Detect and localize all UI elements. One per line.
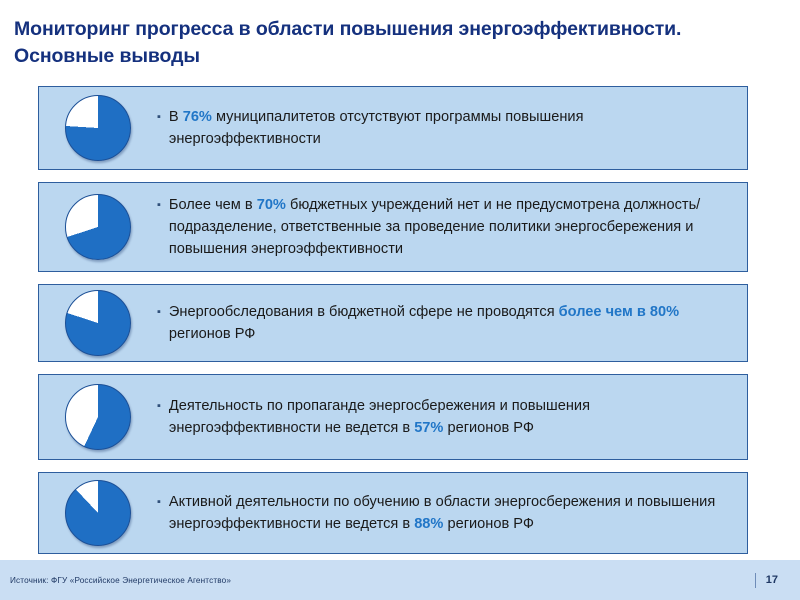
bullet-square-icon: ▪ bbox=[157, 306, 161, 318]
finding-row: ▪ В 76% муниципалитетов отсутствуют прогр… bbox=[38, 86, 748, 170]
highlight-percent: более чем в 80% bbox=[558, 304, 680, 320]
highlight-percent: 88% bbox=[414, 516, 444, 532]
finding-text: Деятельность по пропаганде энергосбереже… bbox=[169, 395, 733, 439]
bullet-item: ▪ Более чем в 70% бюджетных учреждений не… bbox=[157, 194, 733, 260]
highlight-percent: 57% bbox=[414, 420, 444, 436]
text-fragment: В bbox=[168, 109, 183, 125]
bullet-square-icon: ▪ bbox=[157, 199, 161, 211]
finding-row: ▪ Более чем в 70% бюджетных учреждений не… bbox=[38, 182, 748, 272]
highlight-percent: 76% bbox=[182, 109, 212, 125]
text-fragment: Деятельность по пропаганде энергосбереже… bbox=[168, 398, 590, 436]
finding-text-cell: ▪ Активной деятельности по обучению в обл… bbox=[157, 491, 747, 535]
footer-page-group: 17 bbox=[754, 572, 778, 588]
pie-chart-cell bbox=[39, 290, 157, 356]
pie-chart-icon bbox=[65, 480, 131, 546]
pie-chart-icon bbox=[65, 95, 131, 161]
finding-text-cell: ▪ Энергообследования в бюджетной сфере не… bbox=[157, 301, 747, 345]
bullet-item: ▪ В 76% муниципалитетов отсутствуют прогр… bbox=[157, 106, 733, 150]
bullet-item: ▪ Деятельность по пропаганде энергосбереж… bbox=[157, 395, 733, 439]
finding-row: ▪ Деятельность по пропаганде энергосбереж… bbox=[38, 374, 748, 460]
pie-chart-cell bbox=[39, 194, 157, 260]
slide-title: Мониторинг прогресса в области повышения… bbox=[14, 16, 786, 70]
text-fragment: Активной деятельности по обучению в обла… bbox=[168, 494, 716, 532]
footer-source: Источник: ФГУ «Российское Энергетическое… bbox=[10, 575, 232, 585]
finding-row: ▪ Энергообследования в бюджетной сфере не… bbox=[38, 284, 748, 362]
bullet-square-icon: ▪ bbox=[157, 496, 161, 508]
title-line-1: Мониторинг прогресса в области повышения… bbox=[14, 18, 682, 40]
text-fragment: регионов РФ bbox=[168, 326, 256, 342]
pie-chart-icon bbox=[65, 194, 131, 260]
pie-chart-cell bbox=[39, 384, 157, 450]
finding-text: В 76% муниципалитетов отсутствуют програ… bbox=[169, 106, 733, 150]
pie-chart-cell bbox=[39, 480, 157, 546]
slide-footer: Источник: ФГУ «Российское Энергетическое… bbox=[0, 560, 800, 600]
finding-text: Энергообследования в бюджетной сфере не … bbox=[169, 301, 733, 345]
bullet-item: ▪ Активной деятельности по обучению в обл… bbox=[157, 491, 733, 535]
page-number: 17 bbox=[765, 574, 778, 586]
text-fragment: бюджетных учреждений нет и не предусмотр… bbox=[168, 197, 701, 257]
finding-text: Активной деятельности по обучению в обла… bbox=[169, 491, 733, 535]
text-fragment: муниципалитетов отсутствуют программы по… bbox=[168, 109, 584, 147]
finding-text: Более чем в 70% бюджетных учреждений нет… bbox=[169, 194, 733, 260]
findings-list: ▪ В 76% муниципалитетов отсутствуют прогр… bbox=[38, 86, 748, 566]
finding-text-cell: ▪ В 76% муниципалитетов отсутствуют прогр… bbox=[157, 106, 747, 150]
finding-text-cell: ▪ Более чем в 70% бюджетных учреждений не… bbox=[157, 194, 747, 260]
bullet-square-icon: ▪ bbox=[157, 111, 161, 123]
footer-divider bbox=[754, 572, 756, 588]
finding-row: ▪ Активной деятельности по обучению в обл… bbox=[38, 472, 748, 554]
text-fragment: регионов РФ bbox=[443, 516, 534, 532]
text-fragment: Более чем в bbox=[168, 197, 257, 213]
pie-chart-icon bbox=[65, 290, 131, 356]
finding-text-cell: ▪ Деятельность по пропаганде энергосбереж… bbox=[157, 395, 747, 439]
bullet-square-icon: ▪ bbox=[157, 400, 161, 412]
pie-chart-cell bbox=[39, 95, 157, 161]
pie-chart-icon bbox=[65, 384, 131, 450]
title-line-2: Основные выводы bbox=[14, 45, 200, 67]
highlight-percent: 70% bbox=[256, 197, 286, 213]
bullet-item: ▪ Энергообследования в бюджетной сфере не… bbox=[157, 301, 733, 345]
text-fragment: регионов РФ bbox=[443, 420, 534, 436]
text-fragment: Энергообследования в бюджетной сфере не … bbox=[168, 304, 559, 320]
